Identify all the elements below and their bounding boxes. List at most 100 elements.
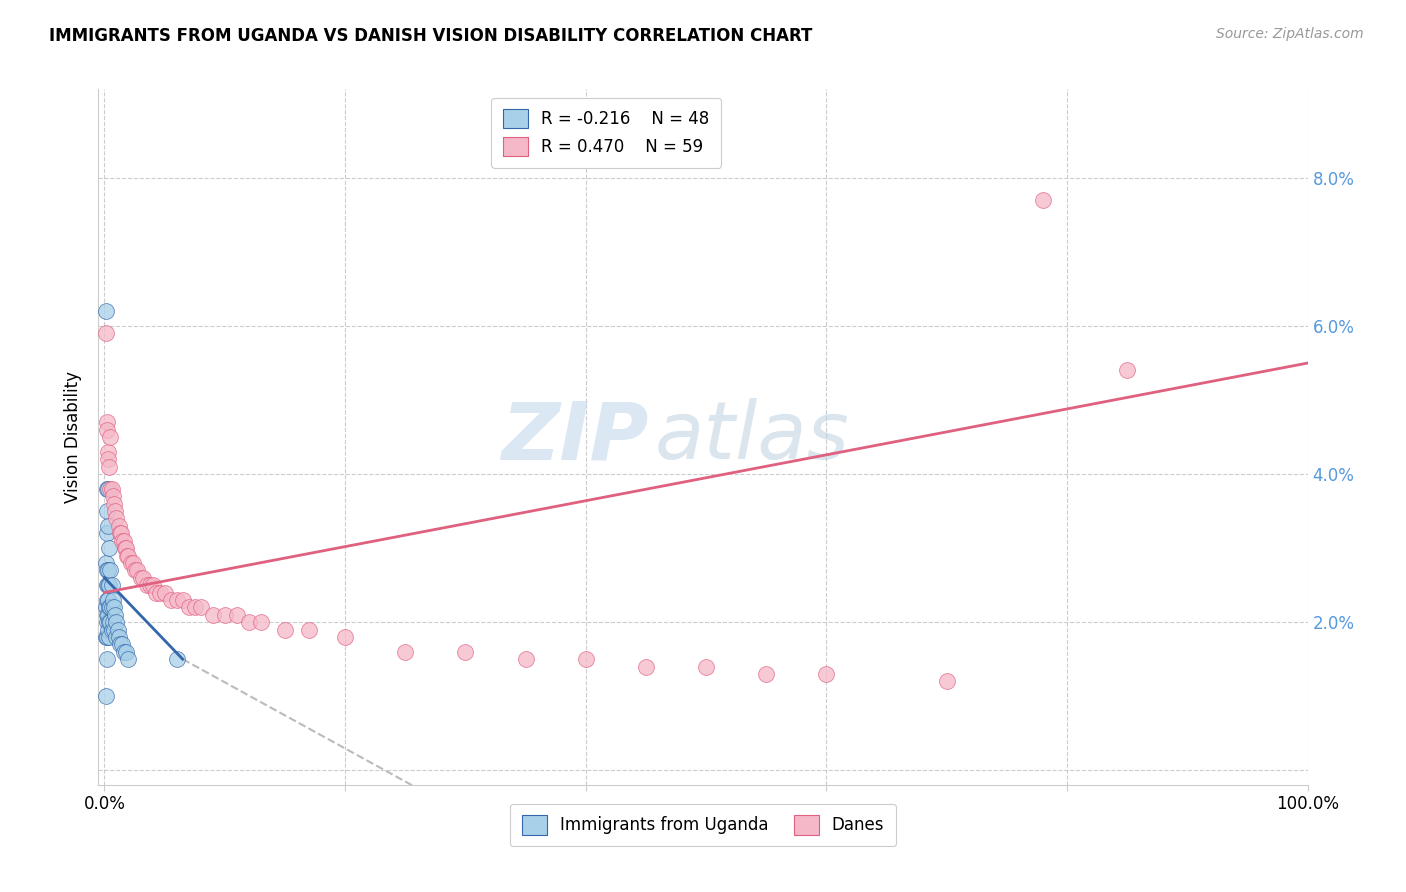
Point — [201, 607, 224, 622]
Point — [114, 541, 136, 555]
Point — [104, 504, 127, 518]
Point — [124, 563, 146, 577]
Point — [110, 526, 132, 541]
Point — [935, 674, 957, 689]
Point — [100, 615, 122, 629]
Point — [129, 571, 152, 585]
Point — [117, 549, 139, 563]
Point — [115, 645, 138, 659]
Point — [100, 623, 122, 637]
Point — [149, 585, 172, 599]
Point — [100, 563, 122, 577]
Legend: Immigrants from Uganda, Danes: Immigrants from Uganda, Danes — [510, 804, 896, 847]
Point — [96, 526, 118, 541]
Point — [98, 459, 121, 474]
Point — [112, 645, 135, 659]
Point — [97, 482, 120, 496]
Point — [104, 607, 127, 622]
Point — [94, 326, 117, 341]
Point — [96, 578, 118, 592]
Point — [274, 623, 297, 637]
Point — [122, 556, 145, 570]
Point — [96, 504, 118, 518]
Point — [695, 659, 717, 673]
Point — [108, 630, 131, 644]
Point — [298, 623, 321, 637]
Point — [96, 615, 118, 629]
Point — [755, 667, 778, 681]
Point — [103, 623, 125, 637]
Point — [238, 615, 260, 629]
Point — [225, 607, 247, 622]
Point — [145, 585, 167, 599]
Point — [97, 563, 120, 577]
Point — [98, 541, 121, 555]
Point — [115, 541, 138, 555]
Point — [117, 652, 139, 666]
Point — [96, 482, 118, 496]
Point — [159, 593, 181, 607]
Point — [101, 615, 124, 629]
Point — [135, 578, 157, 592]
Point — [94, 304, 117, 318]
Point — [96, 593, 118, 607]
Point — [139, 578, 162, 592]
Point — [177, 600, 200, 615]
Point — [97, 593, 120, 607]
Point — [120, 556, 142, 570]
Point — [97, 445, 120, 459]
Point — [98, 630, 121, 644]
Point — [100, 600, 122, 615]
Point — [98, 600, 121, 615]
Point — [107, 623, 129, 637]
Point — [515, 652, 537, 666]
Point — [101, 489, 124, 503]
Point — [108, 526, 131, 541]
Point — [333, 630, 356, 644]
Point — [103, 600, 125, 615]
Point — [96, 652, 118, 666]
Point — [97, 578, 120, 592]
Y-axis label: Vision Disability: Vision Disability — [65, 371, 83, 503]
Point — [575, 652, 598, 666]
Point — [100, 482, 122, 496]
Point — [454, 645, 477, 659]
Point — [100, 600, 122, 615]
Point — [101, 593, 124, 607]
Point — [190, 600, 212, 615]
Point — [132, 571, 155, 585]
Point — [166, 652, 188, 666]
Point — [142, 578, 165, 592]
Point — [172, 593, 194, 607]
Point — [108, 519, 131, 533]
Point — [98, 615, 121, 629]
Point — [96, 423, 118, 437]
Point — [105, 511, 128, 525]
Point — [108, 637, 131, 651]
Point — [111, 637, 134, 651]
Point — [94, 556, 117, 570]
Point — [97, 519, 120, 533]
Point — [1032, 193, 1054, 207]
Point — [100, 482, 122, 496]
Point — [117, 549, 139, 563]
Point — [97, 623, 120, 637]
Point — [96, 630, 118, 644]
Point — [112, 533, 135, 548]
Text: ZIP: ZIP — [501, 398, 648, 476]
Point — [105, 630, 128, 644]
Point — [153, 585, 176, 599]
Point — [97, 607, 120, 622]
Text: Source: ZipAtlas.com: Source: ZipAtlas.com — [1216, 27, 1364, 41]
Point — [1116, 363, 1139, 377]
Point — [125, 563, 148, 577]
Text: IMMIGRANTS FROM UGANDA VS DANISH VISION DISABILITY CORRELATION CHART: IMMIGRANTS FROM UGANDA VS DANISH VISION … — [49, 27, 813, 45]
Point — [94, 600, 117, 615]
Point — [96, 607, 118, 622]
Point — [183, 600, 205, 615]
Point — [250, 615, 273, 629]
Point — [94, 630, 117, 644]
Point — [96, 563, 118, 577]
Point — [100, 578, 122, 592]
Point — [103, 497, 125, 511]
